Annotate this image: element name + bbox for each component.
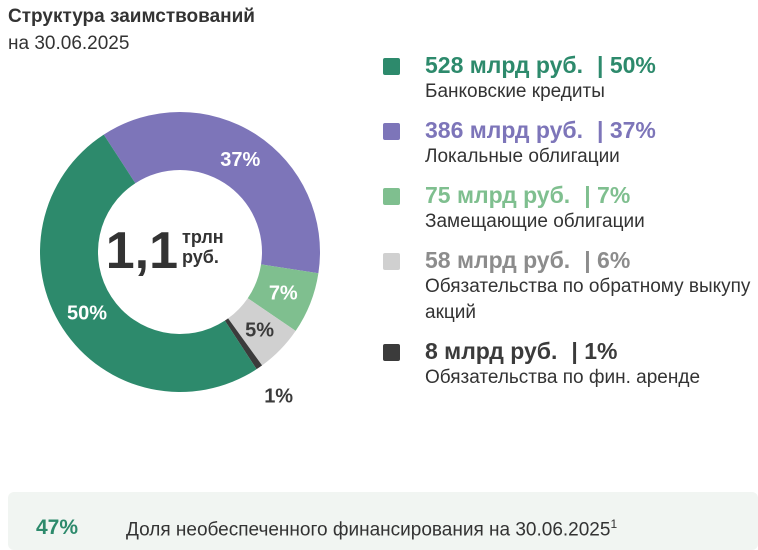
share-label: | 6% <box>584 247 631 273</box>
footer-label: Доля необеспеченного финансирования на 3… <box>126 519 611 541</box>
share-label: | 1% <box>571 338 618 364</box>
legend-value: 75 млрд руб. | 7% <box>425 182 753 209</box>
footnote-mark: 1 <box>610 517 618 531</box>
legend-swatch <box>383 123 400 140</box>
center-value: 1,1 <box>106 222 178 280</box>
center-unit: руб. <box>182 247 219 267</box>
legend-value: 8 млрд руб. | 1% <box>425 338 753 365</box>
legend-name: Банковские кредиты <box>425 81 605 102</box>
slice-label: 50% <box>67 303 107 325</box>
value-label: 386 млрд руб. <box>425 117 583 143</box>
legend-name: Обязательства по обратному выкупу акций <box>425 276 751 323</box>
legend-value: 386 млрд руб. | 37% <box>425 117 753 144</box>
legend-item: 8 млрд руб. | 1% Обязательства по фин. аре… <box>383 338 753 391</box>
subtitle: на 30.06.2025 <box>8 33 130 54</box>
share-label: | 37% <box>597 117 656 143</box>
legend-value: 528 млрд руб. | 50% <box>425 52 753 79</box>
footer-value: 47% <box>36 516 79 539</box>
value-label: 528 млрд руб. <box>425 52 583 78</box>
donut-slice <box>40 134 257 392</box>
legend-swatch <box>383 344 400 361</box>
donut-slice <box>228 298 296 366</box>
legend-name: Обязательства по фин. аренде <box>425 367 701 388</box>
legend-swatch <box>383 58 400 75</box>
title: Структура заимствований <box>8 6 255 27</box>
donut-slice <box>103 111 320 274</box>
donut-slice <box>247 264 319 331</box>
legend-item: 75 млрд руб. | 7% Замещающие облигации <box>383 182 753 235</box>
value-label: 58 млрд руб. <box>425 247 571 273</box>
legend-item: 528 млрд руб. | 50% Банковские кредиты <box>383 52 753 105</box>
value-label: 8 млрд руб. <box>425 338 558 364</box>
share-label: | 7% <box>584 182 631 208</box>
slice-label: 37% <box>220 149 260 171</box>
legend-item: 58 млрд руб. | 6% Обязательства по обратно… <box>383 247 753 326</box>
legend-swatch <box>383 253 400 270</box>
footer-text: Доля необеспеченного финансирования на 3… <box>126 517 617 541</box>
donut-slice <box>224 318 263 370</box>
legend-value: 58 млрд руб. | 6% <box>425 247 753 274</box>
slice-label: 7% <box>269 283 298 305</box>
legend: 528 млрд руб. | 50% Банковские кредиты 386 … <box>383 52 753 403</box>
value-label: 75 млрд руб. <box>425 182 571 208</box>
slice-label: 5% <box>245 319 274 341</box>
center-unit: трлн <box>182 227 224 247</box>
legend-item: 386 млрд руб. | 37% Локальные облигации <box>383 117 753 170</box>
legend-name: Локальные облигации <box>425 146 620 167</box>
footer: 47% Доля необеспеченного финансирования … <box>8 492 758 550</box>
legend-swatch <box>383 188 400 205</box>
slice-label: 1% <box>264 385 293 407</box>
legend-name: Замещающие облигации <box>425 211 645 232</box>
share-label: | 50% <box>597 52 656 78</box>
